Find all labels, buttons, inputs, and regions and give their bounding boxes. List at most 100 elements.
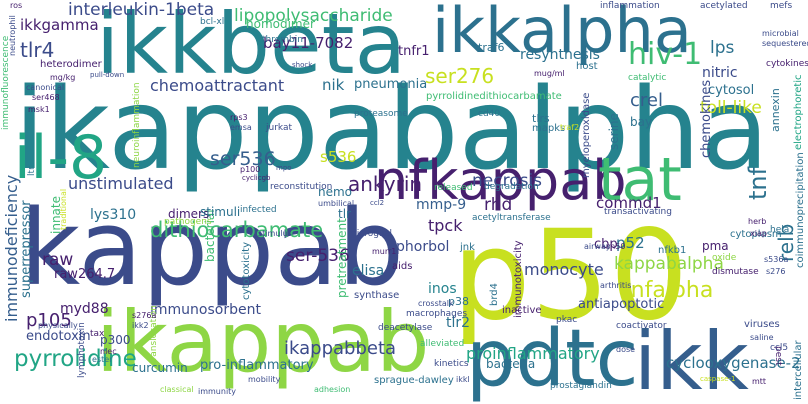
word-chemoattractant: chemoattractant xyxy=(150,76,285,95)
word-acetylated: acetylated xyxy=(700,1,748,11)
word-dismutase: dismutase xyxy=(712,267,759,277)
word-degradation: degradation xyxy=(484,182,539,192)
word-cyclo: cyclooxygenase-2 xyxy=(666,354,801,372)
word-xiap: xiap xyxy=(750,229,767,238)
word-oxide: oxide xyxy=(712,253,737,263)
word-ccl5: ccl5 xyxy=(770,343,789,353)
word-cytokines: cytokines xyxy=(766,59,808,69)
word-pretreatment: pretreatment xyxy=(335,218,349,298)
word-infected: infected xyxy=(240,205,277,215)
word-tpck: tpck xyxy=(428,216,463,235)
word-tat: tat xyxy=(598,145,682,215)
word-herb: herb xyxy=(748,217,767,226)
word-ikkl: ikkl xyxy=(456,375,470,384)
word-host: host xyxy=(576,61,598,72)
word-msk1: msk1 xyxy=(28,105,50,114)
word-traditional: traditional xyxy=(59,188,68,230)
word-canonical: canonical xyxy=(26,83,65,92)
word-ser_536: ser-536 xyxy=(286,246,350,266)
word-ltr: ltr xyxy=(27,166,37,176)
word-immunity: immunity xyxy=(198,387,237,396)
word-monocyte: monocyte xyxy=(524,260,604,279)
word-ser468: ser468 xyxy=(32,93,60,102)
word-ikkbeta: ikkbeta xyxy=(96,0,407,93)
word-tax: tax xyxy=(90,329,105,339)
word-bacteria: bacteria xyxy=(486,357,536,371)
word-tolllike: toll-like xyxy=(700,98,762,118)
word-dithio: dithiocarbamate xyxy=(150,218,324,242)
word-synthase: synthase xyxy=(354,290,400,301)
word-nfkappab: nfkappab xyxy=(374,149,627,212)
word-antiapoptotic: antiapoptotic xyxy=(578,297,665,312)
word-mgml: mug/ml xyxy=(534,69,565,78)
word-superrepressor: superrepressor xyxy=(19,200,34,298)
word-acetyltransferase: acetyltransferase xyxy=(472,213,551,223)
word-proteasome: proteasome xyxy=(354,109,408,119)
word-crel: crel xyxy=(630,90,663,111)
word-sequestered: sequestered xyxy=(762,39,808,48)
word-curcumin: curcumin xyxy=(132,361,188,375)
word-prostaglandin: prostaglandin xyxy=(550,381,612,391)
word-physically: physically xyxy=(38,321,78,330)
word-coactivator: coactivator xyxy=(616,321,667,331)
word-inos: inos xyxy=(428,281,457,297)
word-microglial: microglial xyxy=(348,229,392,239)
word-nemo: nemo xyxy=(318,185,353,199)
word-ros: ros xyxy=(10,1,23,10)
word-ester: ester xyxy=(92,355,113,364)
word-s276: s276 xyxy=(766,267,786,276)
word-emsa: emsa xyxy=(230,123,252,132)
word-caspase1: caspase-1 xyxy=(700,375,736,383)
word-transactivating: transactivating xyxy=(604,207,672,217)
word-ikk: ikk xyxy=(634,315,749,404)
word-traf6: traf6 xyxy=(478,41,505,54)
word-ankyrin: ankyrin xyxy=(348,172,423,196)
word-homodimer: homodimer xyxy=(246,17,315,31)
word-alleviated: alleviated xyxy=(420,339,465,349)
word-nik: nik xyxy=(322,76,345,94)
word-ikk2: ikk2 xyxy=(132,321,149,330)
word-ccl2: ccl2 xyxy=(370,199,385,207)
word-phorbol: phorbol xyxy=(396,239,450,255)
word-pyrrolidinedithio: pyrrolidinedithiocarbamate xyxy=(426,91,562,102)
word-sn50: sn50 xyxy=(606,242,626,251)
word-tlr4: tlr4 xyxy=(20,38,55,62)
word-dose: dose xyxy=(616,345,636,354)
word-ikkgamma: ikkgamma xyxy=(20,16,99,34)
word-saline: saline xyxy=(750,333,774,342)
word-pkac: pkac xyxy=(556,315,578,325)
word-viruses: viruses xyxy=(744,319,780,330)
word-s276a: s276a xyxy=(132,311,157,320)
word-cytosol: cytosol xyxy=(708,83,755,98)
word-jnk: jnk xyxy=(460,242,475,253)
word-pathogens: pathogens xyxy=(164,217,212,227)
word-released: released xyxy=(434,183,473,193)
word-s536: s536 xyxy=(320,148,357,166)
word-intercellular: intercellular xyxy=(793,340,804,400)
word-myeloperoxidase: myeloperoxidase xyxy=(581,92,592,178)
word-bay: bay11-7082 xyxy=(263,34,354,52)
word-aids: aids xyxy=(392,261,413,272)
word-nfkb1: nfkb1 xyxy=(658,245,687,256)
word-mmp9: mmp-9 xyxy=(416,197,467,213)
word-pma: pma xyxy=(702,239,729,253)
word-neuroinflammation: neuroinflammation xyxy=(132,82,142,168)
word-hela: hela xyxy=(770,225,790,235)
word-brd4: brd4 xyxy=(489,283,500,306)
word-necrosis: necrosis xyxy=(472,171,543,191)
word-heterodimer: heterodimer xyxy=(40,59,102,70)
word-traf2: traf2 xyxy=(560,123,580,132)
word-rps3: rps3 xyxy=(230,113,248,122)
word-raw: raw xyxy=(42,250,74,270)
word-ser276: ser276 xyxy=(425,64,495,88)
word-lipopoly: lipopolysaccharide xyxy=(234,6,393,26)
word-arthritis: arthritis xyxy=(600,281,632,290)
word-proinflammatory: proinflammatory xyxy=(466,344,600,363)
word-tnfalpha: tnfalpha xyxy=(622,278,714,303)
word-rhd: rhd xyxy=(484,195,513,215)
word-lymphotoxin: lymphotoxin xyxy=(77,322,87,378)
word-cytoplasm: cytoplasm xyxy=(730,229,782,240)
word-cyclic: cyclicgb xyxy=(242,174,271,182)
word-lps: lps xyxy=(710,38,735,58)
word-hiv1: hiv-1 xyxy=(628,37,703,72)
